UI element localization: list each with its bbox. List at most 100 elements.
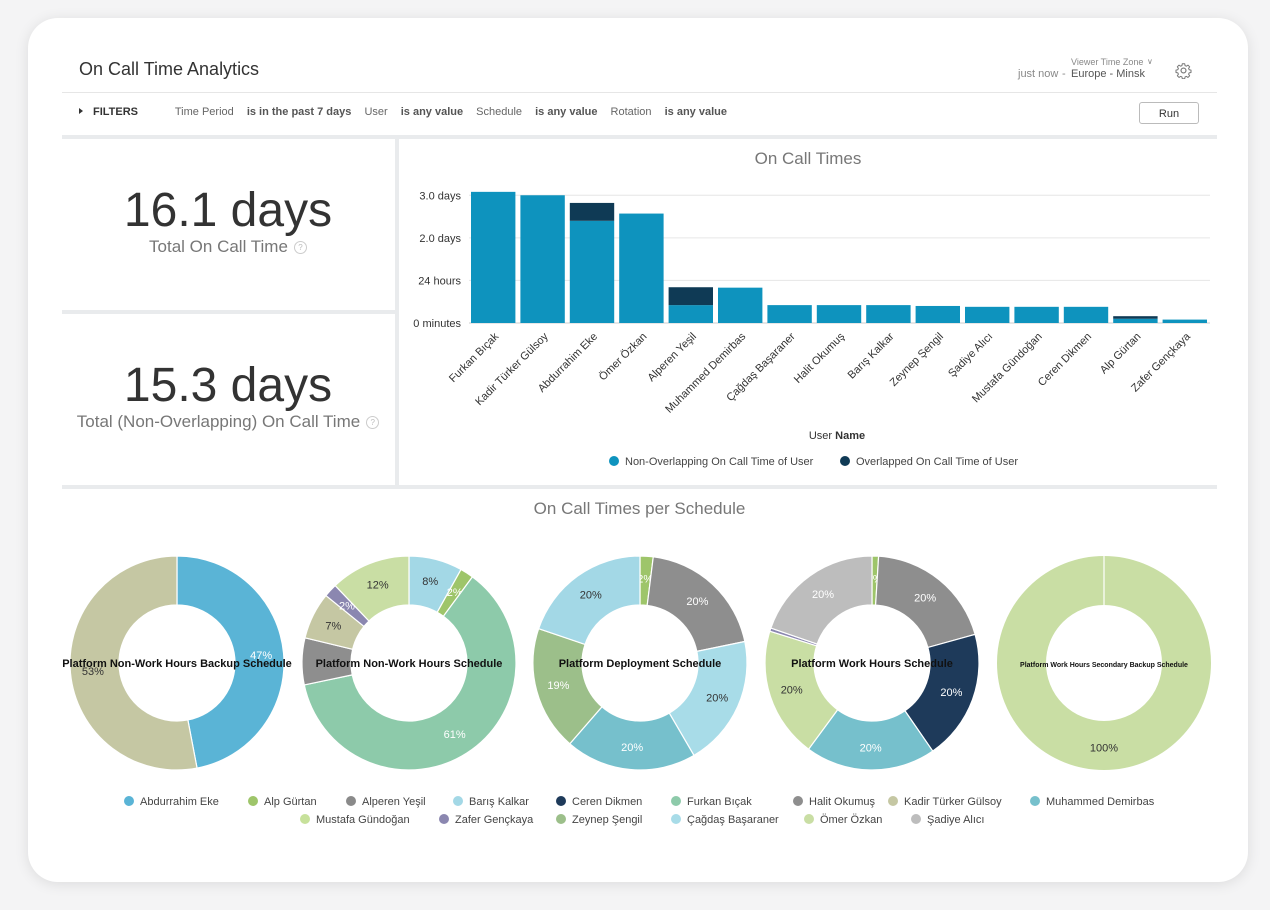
chevron-down-icon[interactable]: ∨	[1147, 57, 1153, 66]
legend-label: Barış Kalkar	[469, 796, 529, 808]
timezone-label: Viewer Time Zone	[1071, 57, 1144, 67]
pie-legend-item[interactable]: Çağdaş Başaraner	[671, 814, 779, 826]
pie-slice-label: 2%	[637, 574, 653, 586]
timezone-value: Europe - Minsk	[1071, 68, 1145, 80]
timezone-widget[interactable]: just now - Viewer Time Zone ∨ Europe - M…	[1018, 57, 1168, 83]
x-tick-label: Şadiye Alıcı	[946, 331, 995, 380]
pie-slice[interactable]	[69, 555, 198, 771]
bar-non-overlapping[interactable]	[1014, 306, 1059, 323]
legend-swatch	[1030, 796, 1040, 806]
x-tick-label: Barış Kalkar	[846, 330, 897, 381]
x-tick-label: Muhammed Demirbas	[663, 330, 748, 415]
bar-non-overlapping[interactable]	[619, 213, 664, 323]
legend-swatch	[556, 814, 566, 824]
legend-swatch	[804, 814, 814, 824]
bar-non-overlapping[interactable]	[1162, 319, 1207, 323]
pie-legend-item[interactable]: Zeynep Şengil	[556, 814, 642, 826]
header-divider	[62, 92, 1217, 93]
legend-label: Ömer Özkan	[820, 814, 883, 826]
page-title: On Call Time Analytics	[79, 59, 260, 79]
legend-swatch	[793, 796, 803, 806]
bar-chart-title: On Call Times	[754, 149, 862, 168]
gear-icon[interactable]	[1175, 62, 1192, 80]
pie-slice-label: 53%	[82, 666, 104, 678]
pie-chart-title: Platform Work Hours Schedule	[791, 658, 953, 670]
bar-non-overlapping[interactable]	[965, 306, 1010, 323]
pie-legend-item[interactable]: Ceren Dikmen	[556, 796, 642, 808]
x-tick-label: Ömer Özkan	[597, 331, 650, 384]
pie-legend-item[interactable]: Halit Okumuş	[793, 796, 875, 808]
pie-slice[interactable]	[334, 555, 410, 622]
bar-non-overlapping[interactable]	[866, 305, 911, 323]
pie-chart-title: Platform Non-Work Hours Schedule	[316, 658, 503, 670]
pie-chart-title: Platform Deployment Schedule	[559, 658, 722, 670]
legend-swatch	[556, 796, 566, 806]
legend-swatch	[439, 814, 449, 824]
filter-schedule[interactable]: Schedule is any value	[476, 106, 598, 118]
legend-swatch	[248, 796, 258, 806]
legend-overlapped[interactable]: Overlapped On Call Time of User	[840, 456, 1018, 468]
bar-non-overlapping[interactable]	[520, 195, 565, 323]
pie-legend-item[interactable]: Abdurrahim Eke	[124, 796, 219, 808]
filter-rotation[interactable]: Rotation is any value	[610, 106, 727, 118]
run-button[interactable]: Run	[1139, 102, 1199, 124]
legend-swatch	[888, 796, 898, 806]
pie-legend-item[interactable]: Alperen Yeşil	[346, 796, 426, 808]
pie-legend-item[interactable]: Ömer Özkan	[804, 814, 882, 826]
legend-swatch	[453, 796, 463, 806]
bar-non-overlapping[interactable]	[915, 305, 960, 323]
bar-non-overlapping[interactable]	[816, 305, 862, 323]
pie-legend-item[interactable]: Muhammed Demirbas	[1030, 796, 1154, 808]
bar-non-overlapping[interactable]	[668, 305, 713, 323]
pie-slice-label: 47%	[250, 650, 272, 662]
pie-charts: 47% 53%Platform Non-Work Hours Backup Sch…	[62, 555, 1211, 771]
y-tick-label: 3.0 days	[419, 190, 461, 202]
pie-slice[interactable]	[176, 555, 285, 769]
pie-slice-label: 20%	[812, 589, 834, 601]
help-icon[interactable]: ?	[293, 241, 307, 254]
x-tick-label: Zeynep Şengil	[888, 331, 946, 389]
help-icon[interactable]: ?	[366, 416, 380, 429]
pie-legend-item[interactable]: Alp Gürtan	[248, 796, 317, 808]
pie-slice-label: 20%	[621, 742, 643, 754]
filters-toggle[interactable]: FILTERS	[79, 106, 148, 118]
pie-chart-title: Platform Non-Work Hours Backup Schedule	[62, 658, 292, 670]
pie-legend-item[interactable]: Kadir Türker Gülsoy	[888, 796, 1002, 808]
pie-legend-item[interactable]: Zafer Gençkaya	[439, 814, 533, 826]
x-tick-label: Halit Okumuş	[792, 330, 848, 386]
legend-label: Şadiye Alıcı	[927, 814, 985, 826]
bar-non-overlapping[interactable]	[1063, 306, 1109, 323]
pie-legend-item[interactable]: Şadiye Alıcı	[911, 814, 984, 826]
kpi-total-value: 16.1 days	[123, 184, 333, 237]
legend-swatch	[840, 456, 850, 466]
legend-label: Ceren Dikmen	[572, 796, 643, 808]
pie-slice-label: 19%	[547, 680, 569, 692]
bar-non-overlapping[interactable]	[718, 287, 763, 323]
filters-bar: FILTERS Time Period is in the past 7 day…	[79, 106, 737, 122]
x-tick-label: Furkan Bıçak	[447, 330, 502, 385]
pie-chart-title: Platform Work Hours Secondary Backup Sch…	[1020, 662, 1188, 669]
pie-legend-item[interactable]: Furkan Bıçak	[671, 796, 752, 808]
legend-swatch	[671, 796, 681, 806]
pie-slice[interactable]	[303, 575, 517, 771]
pie-legend-item[interactable]: Mustafa Gündoğan	[300, 814, 410, 826]
bar-chart: 0 minutes 24 hours 2.0 days 3.0 days Furkan …	[413, 190, 1210, 416]
bar-non-overlapping[interactable]	[1113, 318, 1158, 323]
pie-slice[interactable]	[770, 555, 873, 645]
filter-user[interactable]: User is any value	[364, 106, 464, 118]
pie-legend-item[interactable]: Barış Kalkar	[453, 796, 529, 808]
legend-non-overlapping[interactable]: Non-Overlapping On Call Time of User	[609, 456, 813, 468]
last-run-text: just now	[1018, 68, 1059, 80]
bar-overlapped[interactable]	[668, 287, 713, 306]
x-tick-label: Ceren Dikmen	[1036, 331, 1094, 389]
pie-slice[interactable]	[537, 555, 641, 646]
bar-overlapped[interactable]	[569, 202, 615, 221]
legend-label: Furkan Bıçak	[687, 796, 752, 808]
bar-overlapped[interactable]	[1113, 316, 1158, 319]
bar-non-overlapping[interactable]	[471, 191, 516, 323]
bar-non-overlapping[interactable]	[569, 220, 615, 323]
y-tick-label: 0 minutes	[413, 318, 461, 330]
filter-time-period[interactable]: Time Period is in the past 7 days	[174, 106, 352, 118]
bar-non-overlapping[interactable]	[767, 305, 812, 323]
legend-swatch	[911, 814, 921, 824]
